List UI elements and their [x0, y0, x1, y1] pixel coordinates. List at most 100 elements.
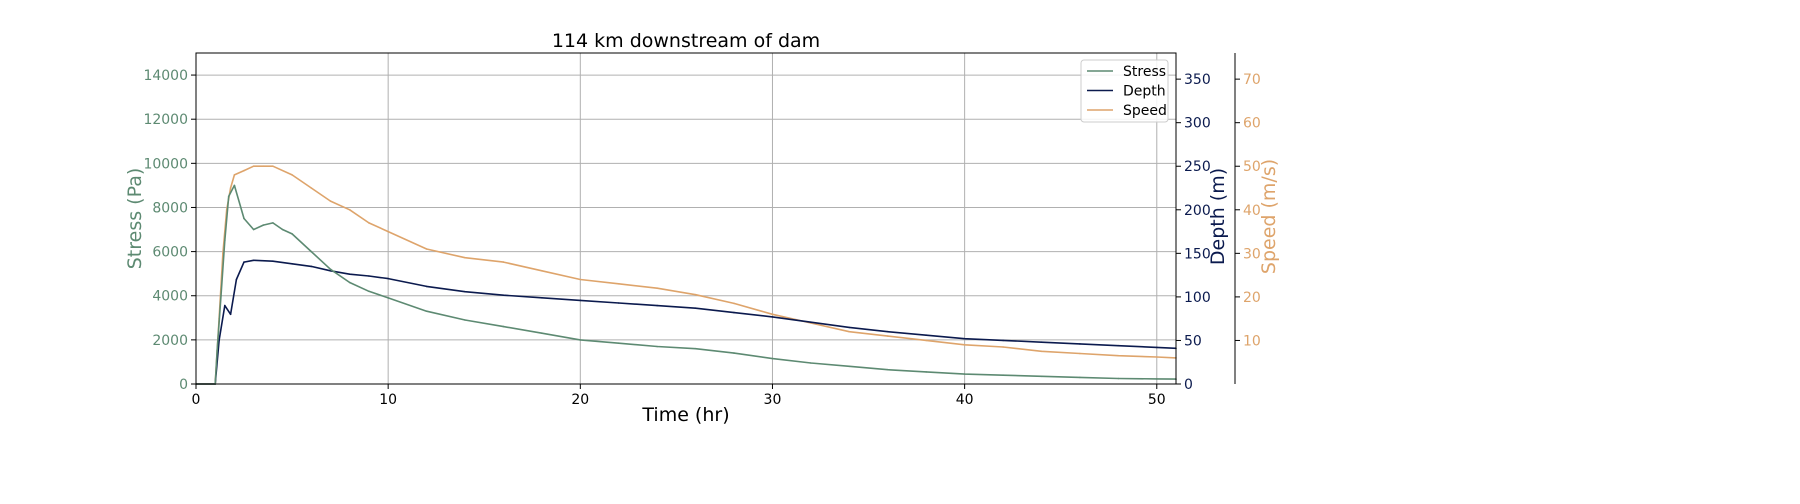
data-point-depth: [229, 313, 232, 316]
x-tick-label: 50: [1148, 392, 1166, 408]
data-point-speed: [464, 256, 466, 259]
legend-label-depth: Depth: [1123, 84, 1166, 100]
legend-label-speed: Speed: [1123, 103, 1167, 119]
data-point-depth: [272, 260, 274, 263]
depth-tick-label: 150: [1184, 246, 1211, 262]
data-point-stress: [733, 352, 735, 354]
data-point-speed: [733, 302, 735, 305]
data-point-stress: [1117, 377, 1120, 380]
stress-tick-label: 0: [179, 377, 188, 393]
depth-axis-title: Depth (m): [1207, 168, 1229, 265]
series-line-speed: [196, 165, 1177, 385]
data-point-stress: [541, 332, 543, 335]
data-point-stress: [502, 325, 505, 328]
stress-tick-label: 10000: [143, 156, 188, 172]
data-point-speed: [617, 283, 620, 285]
data-point-speed: [1040, 350, 1043, 353]
x-tick-label: 10: [379, 392, 397, 408]
grid-lines: [195, 53, 1176, 385]
data-point-depth: [656, 304, 658, 307]
data-point-stress: [425, 310, 428, 313]
data-point-speed: [541, 270, 543, 272]
legend-box: [1080, 59, 1169, 123]
data-point-stress: [925, 371, 927, 373]
data-point-speed: [368, 222, 370, 224]
data-point-speed: [925, 339, 927, 342]
data-point-depth: [541, 297, 543, 299]
data-point-speed: [272, 165, 274, 167]
data-point-depth: [887, 330, 889, 333]
data-point-stress: [1079, 376, 1081, 379]
data-point-depth: [218, 339, 220, 342]
data-point-speed: [963, 344, 966, 346]
data-point-speed: [348, 209, 351, 211]
series-layer: [195, 165, 1177, 385]
data-point-stress: [617, 342, 620, 345]
data-point-speed: [425, 248, 428, 250]
data-point-speed: [1079, 352, 1081, 355]
data-point-stress: [694, 347, 697, 350]
speed-tick-label: 20: [1243, 290, 1261, 306]
depth-tick-label: 0: [1184, 377, 1193, 393]
data-point-depth: [733, 311, 735, 314]
data-point-stress: [1156, 378, 1158, 380]
stress-tick-label: 12000: [143, 112, 188, 128]
data-point-speed: [262, 165, 265, 167]
speed-tick-label: 30: [1243, 246, 1261, 262]
stress-axis-title: Stress (Pa): [124, 168, 146, 270]
data-point-depth: [1079, 343, 1081, 345]
data-point-speed: [1117, 354, 1120, 357]
stress-tick-label: 2000: [152, 333, 188, 349]
data-point-stress: [1040, 375, 1043, 378]
data-point-depth: [243, 261, 245, 263]
data-point-stress: [464, 319, 466, 321]
stress-tick-label: 14000: [143, 68, 188, 84]
data-point-speed: [887, 335, 889, 337]
depth-tick-label: 50: [1184, 333, 1202, 349]
legend-label-stress: Stress: [1123, 64, 1166, 80]
data-point-stress: [272, 222, 274, 224]
data-point-depth: [387, 277, 390, 280]
data-point-depth: [425, 285, 428, 288]
data-point-stress: [252, 228, 255, 231]
data-point-depth: [963, 337, 966, 340]
depth-tick-label: 300: [1184, 116, 1211, 132]
data-point-speed: [579, 278, 582, 281]
data-point-depth: [1156, 346, 1158, 349]
data-point-depth: [235, 278, 238, 281]
chart-title: 114 km downstream of dam: [552, 30, 820, 52]
data-point-depth: [291, 263, 293, 265]
data-point-depth: [579, 299, 582, 302]
data-point-speed: [329, 200, 332, 202]
series-line-depth: [196, 259, 1177, 385]
data-point-speed: [1002, 346, 1004, 348]
data-point-depth: [925, 334, 927, 337]
data-point-speed: [771, 313, 774, 316]
data-point-stress: [1002, 374, 1004, 377]
data-point-speed: [233, 174, 236, 176]
x-tick-label: 0: [192, 392, 201, 408]
data-point-depth: [464, 290, 466, 293]
data-point-speed: [656, 287, 658, 290]
data-point-stress: [387, 297, 390, 299]
data-point-stress: [368, 290, 370, 293]
x-tick-label: 40: [956, 392, 974, 408]
data-point-speed: [694, 293, 697, 296]
data-point-stress: [848, 365, 851, 368]
data-point-depth: [810, 321, 812, 324]
data-point-stress: [291, 233, 293, 235]
data-point-speed: [252, 165, 255, 167]
data-point-stress: [579, 339, 582, 341]
data-point-speed: [291, 174, 293, 176]
speed-tick-label: 70: [1243, 72, 1261, 88]
data-point-stress: [963, 373, 966, 375]
data-point-stress: [656, 345, 658, 348]
x-axis-title: Time (hr): [641, 404, 729, 426]
data-point-speed: [310, 187, 313, 189]
data-point-speed: [1156, 356, 1158, 358]
speed-tick-label: 40: [1243, 203, 1261, 219]
depth-tick-label: 350: [1184, 72, 1211, 88]
data-point-stress: [771, 357, 774, 360]
data-point-stress: [216, 350, 218, 352]
